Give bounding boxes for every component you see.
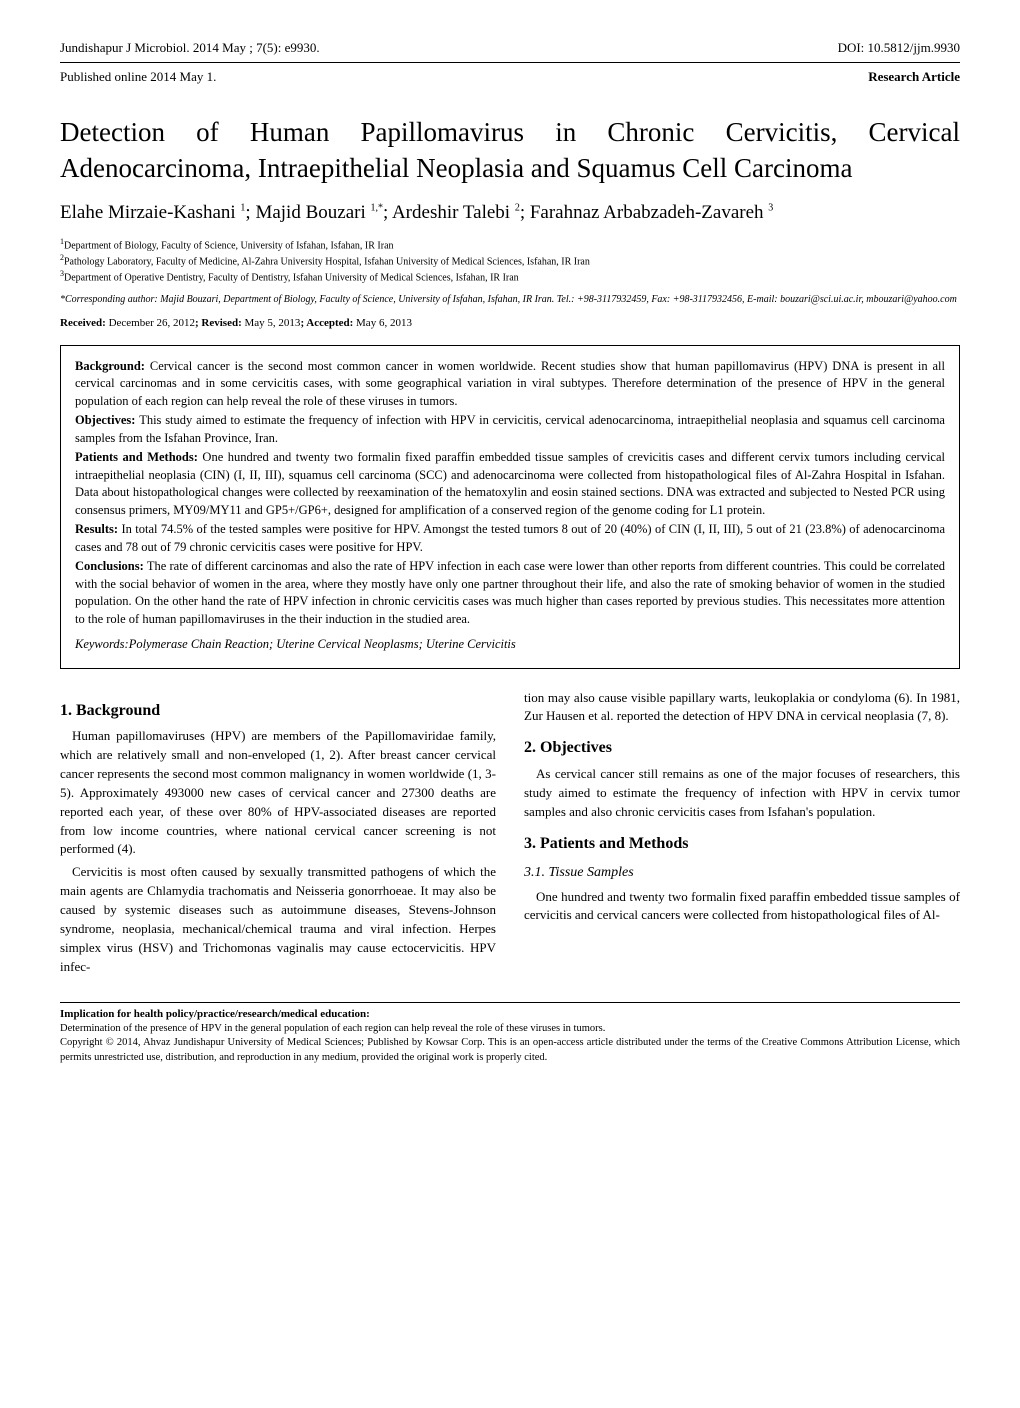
tissue-p1: One hundred and twenty two formalin fixe…	[524, 888, 960, 926]
abstract-objectives: This study aimed to estimate the frequen…	[75, 413, 945, 445]
abstract-box: Background: Cervical cancer is the secon…	[60, 345, 960, 669]
background-p1: Human papillomaviruses (HPV) are members…	[60, 727, 496, 859]
subsection-tissue-title: 3.1. Tissue Samples	[524, 864, 960, 882]
abstract-conclusions: The rate of different carcinomas and als…	[75, 559, 945, 626]
authors: Elahe Mirzaie-Kashani 1; Majid Bouzari 1…	[60, 201, 960, 226]
objectives-p1: As cervical cancer still remains as one …	[524, 765, 960, 822]
copyright-text: Copyright © 2014, Ahvaz Jundishapur Univ…	[60, 1036, 960, 1064]
corresponding-author: *Corresponding author: Majid Bouzari, De…	[60, 293, 960, 307]
divider	[60, 62, 960, 63]
footer: Implication for health policy/practice/r…	[60, 1002, 960, 1064]
affiliation-3: Department of Operative Dentistry, Facul…	[64, 272, 519, 283]
journal-citation: Jundishapur J Microbiol. 2014 May ; 7(5)…	[60, 40, 320, 57]
background-p3: tion may also cause visible papillary wa…	[524, 689, 960, 727]
article-dates: Received: December 26, 2012; Revised: Ma…	[60, 316, 960, 330]
section-objectives-title: 2. Objectives	[524, 738, 960, 759]
left-column: 1. Background Human papillomaviruses (HP…	[60, 689, 496, 981]
implication-title: Implication for health policy/practice/r…	[60, 1007, 960, 1022]
affiliation-2: Pathology Laboratory, Faculty of Medicin…	[64, 257, 590, 268]
affiliation-1: Department of Biology, Faculty of Scienc…	[64, 241, 394, 252]
affiliations: 1Department of Biology, Faculty of Scien…	[60, 237, 960, 284]
abstract-background: Cervical cancer is the second most commo…	[75, 359, 945, 408]
section-background-title: 1. Background	[60, 701, 496, 722]
article-type: Research Article	[868, 69, 960, 86]
abstract-results: In total 74.5% of the tested samples wer…	[75, 522, 945, 554]
abstract-methods: One hundred and twenty two formalin fixe…	[75, 450, 945, 517]
article-title: Detection of Human Papillomavirus in Chr…	[60, 114, 960, 187]
journal-header: Jundishapur J Microbiol. 2014 May ; 7(5)…	[60, 40, 960, 60]
published-date: Published online 2014 May 1.	[60, 69, 216, 86]
background-p2: Cervicitis is most often caused by sexua…	[60, 863, 496, 976]
keywords: Keywords:Polymerase Chain Reaction; Uter…	[75, 636, 945, 654]
right-column: tion may also cause visible papillary wa…	[524, 689, 960, 981]
section-methods-title: 3. Patients and Methods	[524, 834, 960, 855]
sub-header: Published online 2014 May 1. Research Ar…	[60, 65, 960, 96]
footer-divider	[60, 1002, 960, 1003]
body-columns: 1. Background Human papillomaviruses (HP…	[60, 689, 960, 981]
doi: DOI: 10.5812/jjm.9930	[838, 40, 960, 57]
implication-text: Determination of the presence of HPV in …	[60, 1022, 960, 1036]
